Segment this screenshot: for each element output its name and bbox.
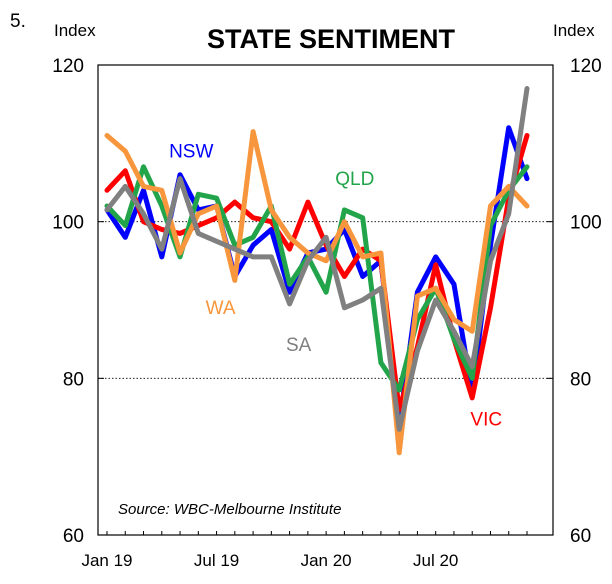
figure-number: 5. (10, 11, 26, 32)
y-tick-label-right: 80 (570, 369, 591, 390)
x-tick-label: Jul 19 (194, 551, 239, 570)
y-tick-label-right: 100 (570, 213, 602, 234)
series-line-wa (104, 129, 530, 456)
series-lines (104, 86, 530, 456)
y-tick-label-left: 120 (52, 56, 84, 77)
y-tick-label-left: 80 (63, 369, 84, 390)
x-tick-label: Jul 20 (413, 551, 458, 570)
series-label-vic: VIC (470, 409, 502, 430)
y-tick-label-left: 100 (52, 213, 84, 234)
source-note: Source: WBC-Melbourne Institute (118, 501, 341, 518)
y-tick-labels: 60 60 80 80 100 100 120 120 (52, 56, 601, 547)
x-tick-label: Jan 19 (81, 551, 132, 570)
x-tick-label: Jan 20 (301, 551, 352, 570)
y-axis-left-unit: Index (54, 21, 96, 40)
plot-frame (97, 64, 554, 536)
axis-ticks (98, 64, 553, 536)
series-label-nsw: NSW (169, 141, 213, 162)
series-label-wa: WA (206, 298, 236, 319)
series-labels: NSW QLD WA SA VIC (169, 141, 502, 430)
series-line-sa (104, 86, 530, 432)
series-label-sa: SA (286, 335, 312, 356)
series-label-qld: QLD (335, 169, 374, 190)
y-axis-right-unit: Index (553, 21, 595, 40)
y-tick-label-left: 60 (63, 526, 84, 547)
x-tick-labels: Jan 19 Jul 19 Jan 20 Jul 20 (81, 551, 458, 570)
y-tick-label-right: 120 (570, 56, 602, 77)
chart-title: STATE SENTIMENT (207, 24, 456, 54)
y-tick-label-right: 60 (570, 526, 591, 547)
